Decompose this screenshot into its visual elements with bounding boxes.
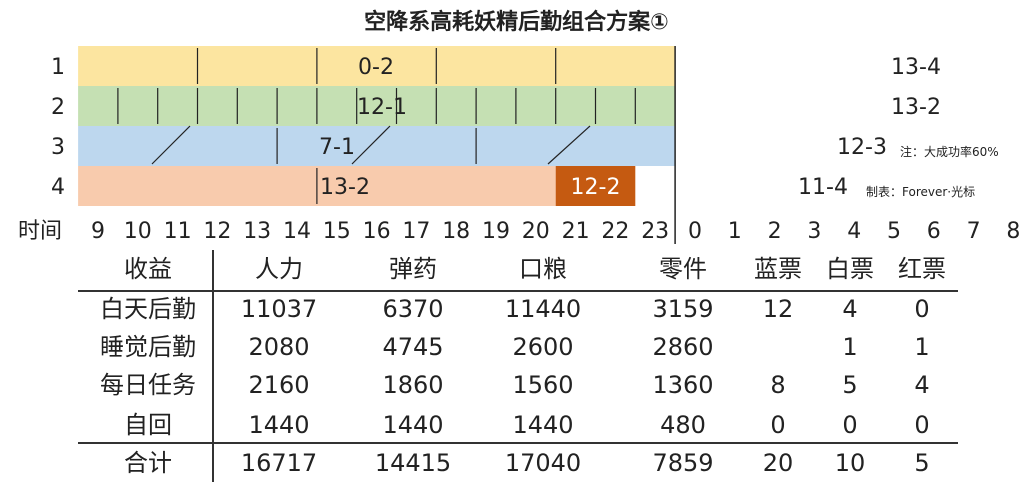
table-cell: 5 xyxy=(914,449,930,477)
gantt-bar-label: 11-4 xyxy=(798,175,848,200)
table-cell: 11037 xyxy=(240,295,318,323)
hour-tick-label: 16 xyxy=(363,219,391,244)
table-cell: 2860 xyxy=(652,333,714,361)
table-cell: 0 xyxy=(914,411,930,439)
gantt-diagonal xyxy=(151,125,191,165)
note-author: 制表：Forever·光标 xyxy=(866,185,975,199)
table-cell: 1360 xyxy=(652,371,714,399)
gantt-bar-label: 12-1 xyxy=(357,95,407,120)
hour-tick-label: 8 xyxy=(1006,219,1020,244)
table-cell: 1440 xyxy=(382,411,444,439)
table-cell: 11440 xyxy=(504,295,582,323)
table-cell: 2600 xyxy=(512,333,574,361)
hour-tick-label: 23 xyxy=(641,219,669,244)
gantt-bar xyxy=(555,166,636,206)
table-cell: 14415 xyxy=(374,449,452,477)
hour-tick-label: 0 xyxy=(688,219,702,244)
table-cell: 1 xyxy=(842,333,858,361)
gantt-bar xyxy=(78,126,676,166)
table-cell: 1 xyxy=(914,333,930,361)
table-cell: 4745 xyxy=(382,333,444,361)
table-cell: 480 xyxy=(660,411,706,439)
hour-tick-label: 6 xyxy=(927,219,941,244)
table-header-cell: 人力 xyxy=(255,255,303,283)
gantt-diagonal xyxy=(547,125,591,165)
row-label-4: 4 xyxy=(51,175,65,200)
table-header-cell: 零件 xyxy=(659,255,707,283)
gantt-bar-label: 13-2 xyxy=(320,175,370,200)
hour-tick-label: 17 xyxy=(402,219,430,244)
hour-tick-label: 19 xyxy=(482,219,510,244)
table-row-label: 睡觉后勤 xyxy=(100,333,196,361)
table-header-cell: 红票 xyxy=(898,255,946,283)
hour-tick-label: 2 xyxy=(768,219,782,244)
gantt-bar xyxy=(78,46,676,86)
row-label-3: 3 xyxy=(51,135,65,160)
hour-tick-label: 11 xyxy=(164,219,192,244)
time-axis-label: 时间 xyxy=(18,219,62,244)
table-row-label: 每日任务 xyxy=(100,371,196,399)
table-cell: 1860 xyxy=(382,371,444,399)
row-label-2: 2 xyxy=(51,95,65,120)
hour-tick-label: 13 xyxy=(243,219,271,244)
table-cell: 16717 xyxy=(240,449,318,477)
table-cell: 2080 xyxy=(248,333,310,361)
hour-tick-label: 20 xyxy=(522,219,550,244)
hour-tick-label: 1 xyxy=(728,219,742,244)
table-header-cell: 蓝票 xyxy=(754,255,802,283)
gantt-bar-label: 13-2 xyxy=(891,95,941,120)
hour-tick-label: 3 xyxy=(807,219,821,244)
table-header-cell: 口粮 xyxy=(519,255,567,283)
hour-tick-label: 14 xyxy=(283,219,311,244)
table-cell: 0 xyxy=(770,411,786,439)
table-cell: 4 xyxy=(914,371,930,399)
hour-tick-label: 10 xyxy=(124,219,152,244)
table-cell: 8 xyxy=(770,371,786,399)
chart-title: 空降系高耗妖精后勤组合方案① xyxy=(364,10,669,35)
table-cell: 1560 xyxy=(512,371,574,399)
table-cell: 3159 xyxy=(652,295,714,323)
table-header-cell: 白票 xyxy=(826,255,874,283)
table-header-cell: 收益 xyxy=(124,255,172,283)
hour-tick-label: 12 xyxy=(203,219,231,244)
hour-tick-label: 15 xyxy=(323,219,351,244)
hour-tick-label: 7 xyxy=(967,219,981,244)
table-header-cell: 弹药 xyxy=(389,255,437,283)
gantt-bar-label: 12-2 xyxy=(571,175,621,200)
gantt-bar-label: 13-4 xyxy=(891,55,941,80)
hour-tick-label: 18 xyxy=(442,219,470,244)
hour-tick-label: 21 xyxy=(562,219,590,244)
table-cell: 12 xyxy=(762,295,794,323)
hour-tick-label: 4 xyxy=(847,219,861,244)
table-cell: 7859 xyxy=(652,449,714,477)
table-cell: 20 xyxy=(762,449,794,477)
table-row-label: 合计 xyxy=(124,449,172,477)
hour-tick-label: 9 xyxy=(91,219,105,244)
gantt-bar xyxy=(78,86,676,126)
gantt-bar-label: 0-2 xyxy=(358,55,394,80)
table-cell: 6370 xyxy=(382,295,444,323)
gantt-diagonal xyxy=(351,125,391,165)
table-cell: 1440 xyxy=(512,411,574,439)
table-row-label: 自回 xyxy=(124,411,172,439)
table-cell: 0 xyxy=(914,295,930,323)
table-total-rule xyxy=(78,442,958,444)
table-cell: 2160 xyxy=(248,371,310,399)
table-row-label: 白天后勤 xyxy=(100,295,196,323)
row-label-1: 1 xyxy=(51,55,65,80)
table-cell: 1440 xyxy=(248,411,310,439)
table-header-rule xyxy=(78,290,958,292)
hour-tick-label: 22 xyxy=(601,219,629,244)
gantt-bar-label: 7-1 xyxy=(319,135,355,160)
table-cell: 4 xyxy=(842,295,858,323)
hour-tick-label: 5 xyxy=(887,219,901,244)
gantt-bar-label: 12-3 xyxy=(837,135,887,160)
table-cell: 10 xyxy=(834,449,866,477)
gantt-chart: 1 0-2 13-4 2 12-1 13-2 3 7-1 12-3 4 13-2 12-2 11-4 注：… xyxy=(18,46,1020,244)
table-cell: 17040 xyxy=(504,449,582,477)
table-column-rule xyxy=(212,250,214,482)
note-success-rate: 注：大成功率60% xyxy=(900,144,999,159)
table-cell: 5 xyxy=(842,371,858,399)
table-cell: 0 xyxy=(842,411,858,439)
